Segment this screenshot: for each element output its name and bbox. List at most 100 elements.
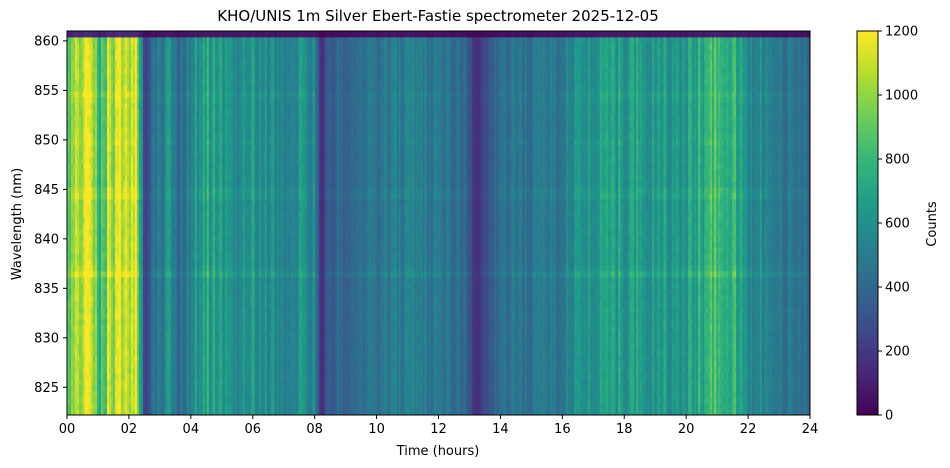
heatmap-cell xyxy=(144,349,148,356)
heatmap-cell xyxy=(86,289,90,296)
heatmap-cell xyxy=(78,319,82,326)
heatmap-cell xyxy=(134,379,138,386)
heatmap-cell xyxy=(146,205,150,212)
heatmap-cell xyxy=(108,151,112,158)
heatmap-cell xyxy=(108,277,112,284)
heatmap-cell xyxy=(86,91,90,98)
heatmap-cell xyxy=(136,295,140,302)
heatmap-cell xyxy=(96,103,100,110)
heatmap-cell xyxy=(90,235,94,242)
heatmap-cell xyxy=(90,127,94,134)
heatmap-cell xyxy=(100,175,104,182)
heatmap-cell xyxy=(92,295,96,302)
heatmap-cell xyxy=(128,169,132,176)
heatmap-cell xyxy=(182,205,186,212)
heatmap-cell xyxy=(84,43,88,50)
heatmap-cell xyxy=(172,403,176,410)
heatmap-cell xyxy=(70,367,74,374)
heatmap-cell xyxy=(120,379,124,386)
heatmap-cell xyxy=(176,247,180,254)
heatmap-cell xyxy=(126,391,130,398)
heatmap-cell xyxy=(164,217,168,224)
heatmap-cell xyxy=(96,301,100,308)
heatmap-cell xyxy=(69,349,72,356)
heatmap-cell xyxy=(152,235,156,242)
heatmap-cell xyxy=(132,241,136,248)
heatmap-cell xyxy=(178,115,182,122)
heatmap-cell xyxy=(176,127,180,134)
heatmap-cell xyxy=(118,175,122,182)
heatmap-cell xyxy=(86,325,90,332)
heatmap-cell xyxy=(172,175,176,182)
heatmap-cell xyxy=(100,205,104,212)
heatmap-cell xyxy=(108,247,112,254)
heatmap-cell xyxy=(180,67,184,74)
heatmap-cell xyxy=(130,91,134,98)
heatmap-cell xyxy=(82,325,86,332)
heatmap-cell xyxy=(100,379,104,386)
heatmap-cell xyxy=(162,283,166,290)
heatmap-cell xyxy=(152,157,156,164)
heatmap-cell xyxy=(122,145,126,152)
heatmap-cell xyxy=(128,133,132,140)
heatmap-cell xyxy=(69,253,72,260)
heatmap-cell xyxy=(142,337,146,344)
heatmap-cell xyxy=(176,61,180,68)
heatmap-cell xyxy=(82,283,86,290)
heatmap-cell xyxy=(180,385,184,392)
heatmap-cell xyxy=(108,295,112,302)
heatmap-cell xyxy=(110,67,114,74)
heatmap-cell xyxy=(152,373,156,380)
heatmap-cell xyxy=(136,259,140,266)
heatmap-cell xyxy=(122,49,126,56)
heatmap-cell xyxy=(70,295,74,302)
heatmap-cell xyxy=(162,277,166,284)
heatmap-cell xyxy=(102,379,106,386)
heatmap-cell xyxy=(82,199,86,206)
heatmap-cell xyxy=(158,139,162,146)
heatmap-cell xyxy=(104,211,108,218)
heatmap-cell xyxy=(176,301,180,308)
heatmap-cell xyxy=(154,67,158,74)
heatmap-cell xyxy=(96,397,100,404)
heatmap-cell xyxy=(140,145,144,152)
heatmap-cell xyxy=(140,409,144,416)
heatmap-cell xyxy=(72,307,76,314)
heatmap-cell xyxy=(98,157,102,164)
heatmap-cell xyxy=(108,391,112,398)
heatmap-cell xyxy=(80,379,84,386)
heatmap-cell xyxy=(92,253,96,260)
heatmap-cell xyxy=(140,247,144,254)
heatmap-cell xyxy=(112,361,116,368)
heatmap-cell xyxy=(142,85,146,92)
heatmap-cell xyxy=(154,343,158,350)
heatmap-cell xyxy=(67,355,70,362)
heatmap-cell xyxy=(96,139,100,146)
heatmap-cell xyxy=(82,193,86,200)
heatmap-cell xyxy=(132,91,136,98)
heatmap-cell xyxy=(102,319,106,326)
heatmap-cell xyxy=(132,409,136,416)
heatmap-cell xyxy=(178,55,182,62)
heatmap-cell xyxy=(140,55,144,62)
heatmap-cell xyxy=(148,391,152,398)
heatmap-cell xyxy=(116,361,120,368)
heatmap-cell xyxy=(98,217,102,224)
heatmap-cell xyxy=(116,193,120,200)
heatmap-cell xyxy=(94,211,98,218)
heatmap-cell xyxy=(104,193,108,200)
heatmap-cell xyxy=(158,211,162,218)
heatmap-cell xyxy=(118,397,122,404)
heatmap-cell xyxy=(120,253,124,260)
heatmap-cell xyxy=(96,241,100,248)
heatmap-cell xyxy=(88,403,92,410)
heatmap-cell xyxy=(170,91,174,98)
heatmap-cell xyxy=(112,73,116,80)
heatmap-cell xyxy=(69,277,72,284)
heatmap-cell xyxy=(70,79,74,86)
heatmap-cell xyxy=(158,133,162,140)
heatmap-cell xyxy=(124,247,128,254)
heatmap-cell xyxy=(102,37,106,44)
heatmap-cell xyxy=(124,79,128,86)
heatmap-cell xyxy=(69,127,72,134)
